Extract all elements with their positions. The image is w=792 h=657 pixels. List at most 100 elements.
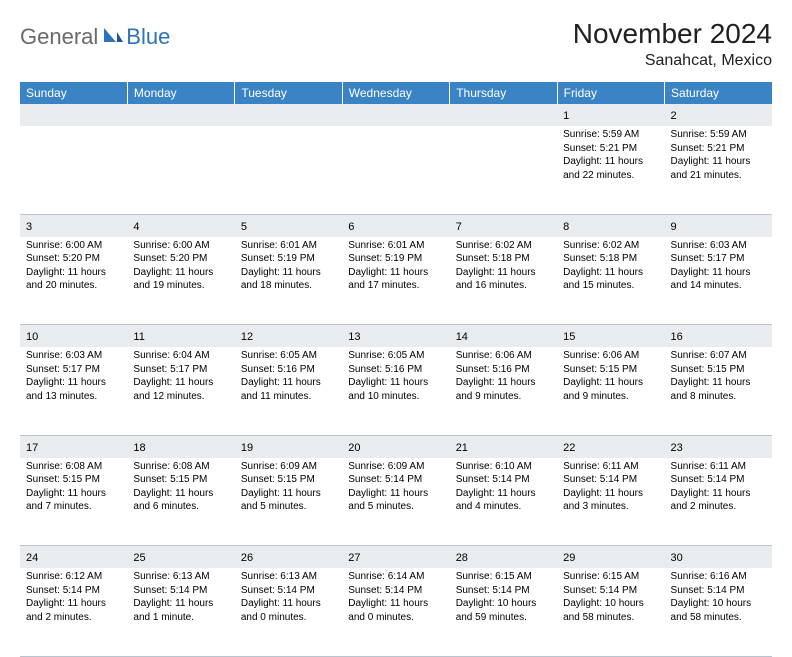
day-cell: Sunrise: 6:05 AMSunset: 5:16 PMDaylight:… [235, 347, 342, 435]
sunrise-text: Sunrise: 6:11 AM [671, 460, 766, 474]
day-cell: Sunrise: 6:06 AMSunset: 5:15 PMDaylight:… [557, 347, 664, 435]
sunset-text: Sunset: 5:18 PM [456, 252, 551, 266]
sunset-text: Sunset: 5:15 PM [26, 473, 121, 487]
day-number: 27 [348, 552, 360, 564]
sunset-text: Sunset: 5:20 PM [26, 252, 121, 266]
sunset-text: Sunset: 5:14 PM [348, 473, 443, 487]
sunrise-text: Sunrise: 6:01 AM [348, 239, 443, 253]
day-number-cell: 25 [127, 546, 234, 569]
day-content: Sunrise: 6:02 AMSunset: 5:18 PMDaylight:… [557, 237, 664, 297]
day-cell: Sunrise: 6:11 AMSunset: 5:14 PMDaylight:… [665, 458, 772, 546]
day-cell: Sunrise: 6:02 AMSunset: 5:18 PMDaylight:… [557, 237, 664, 325]
day-number: 7 [456, 221, 462, 233]
day-content: Sunrise: 6:05 AMSunset: 5:16 PMDaylight:… [235, 347, 342, 407]
day-number-cell: 24 [20, 546, 127, 569]
day-number-cell: 14 [450, 325, 557, 348]
day-number: 30 [671, 552, 683, 564]
day-content: Sunrise: 6:11 AMSunset: 5:14 PMDaylight:… [665, 458, 772, 518]
day-content: Sunrise: 6:01 AMSunset: 5:19 PMDaylight:… [342, 237, 449, 297]
sunset-text: Sunset: 5:16 PM [348, 363, 443, 377]
daylight-text: Daylight: 11 hours and 12 minutes. [133, 376, 228, 403]
sunset-text: Sunset: 5:16 PM [456, 363, 551, 377]
day-cell: Sunrise: 5:59 AMSunset: 5:21 PMDaylight:… [665, 126, 772, 214]
sunset-text: Sunset: 5:16 PM [241, 363, 336, 377]
day-content: Sunrise: 6:06 AMSunset: 5:15 PMDaylight:… [557, 347, 664, 407]
day-number-cell [20, 104, 127, 126]
day-cell [20, 126, 127, 214]
sunrise-text: Sunrise: 6:12 AM [26, 570, 121, 584]
sunrise-text: Sunrise: 6:01 AM [241, 239, 336, 253]
day-cell: Sunrise: 6:05 AMSunset: 5:16 PMDaylight:… [342, 347, 449, 435]
daylight-text: Daylight: 11 hours and 18 minutes. [241, 266, 336, 293]
sunset-text: Sunset: 5:14 PM [671, 584, 766, 598]
day-number-cell: 1 [557, 104, 664, 126]
day-number-row: 12 [20, 104, 772, 126]
day-number-cell: 9 [665, 214, 772, 237]
day-content: Sunrise: 6:15 AMSunset: 5:14 PMDaylight:… [557, 568, 664, 628]
daylight-text: Daylight: 11 hours and 1 minute. [133, 597, 228, 624]
day-cell: Sunrise: 6:15 AMSunset: 5:14 PMDaylight:… [450, 568, 557, 656]
sunset-text: Sunset: 5:21 PM [671, 142, 766, 156]
day-cell: Sunrise: 6:03 AMSunset: 5:17 PMDaylight:… [665, 237, 772, 325]
day-content: Sunrise: 6:13 AMSunset: 5:14 PMDaylight:… [127, 568, 234, 628]
day-number-cell: 23 [665, 435, 772, 458]
day-number-cell: 4 [127, 214, 234, 237]
day-content: Sunrise: 5:59 AMSunset: 5:21 PMDaylight:… [557, 126, 664, 186]
sunrise-text: Sunrise: 6:13 AM [241, 570, 336, 584]
weekday-header: Sunday [20, 82, 127, 104]
day-content: Sunrise: 6:12 AMSunset: 5:14 PMDaylight:… [20, 568, 127, 628]
daylight-text: Daylight: 11 hours and 7 minutes. [26, 487, 121, 514]
sunset-text: Sunset: 5:14 PM [133, 584, 228, 598]
day-content [235, 126, 342, 132]
day-number-row: 24252627282930 [20, 546, 772, 569]
sunrise-text: Sunrise: 6:16 AM [671, 570, 766, 584]
day-content: Sunrise: 6:13 AMSunset: 5:14 PMDaylight:… [235, 568, 342, 628]
month-title: November 2024 [573, 18, 772, 50]
day-number: 23 [671, 442, 683, 454]
daylight-text: Daylight: 11 hours and 5 minutes. [348, 487, 443, 514]
sunset-text: Sunset: 5:19 PM [241, 252, 336, 266]
daylight-text: Daylight: 11 hours and 11 minutes. [241, 376, 336, 403]
day-number: 2 [671, 110, 677, 122]
day-number-cell: 3 [20, 214, 127, 237]
day-number: 26 [241, 552, 253, 564]
day-content: Sunrise: 6:03 AMSunset: 5:17 PMDaylight:… [665, 237, 772, 297]
day-cell: Sunrise: 6:16 AMSunset: 5:14 PMDaylight:… [665, 568, 772, 656]
day-number-cell [127, 104, 234, 126]
day-cell: Sunrise: 5:59 AMSunset: 5:21 PMDaylight:… [557, 126, 664, 214]
sunrise-text: Sunrise: 6:14 AM [348, 570, 443, 584]
day-cell: Sunrise: 6:09 AMSunset: 5:15 PMDaylight:… [235, 458, 342, 546]
day-number: 1 [563, 110, 569, 122]
sunset-text: Sunset: 5:14 PM [671, 473, 766, 487]
daylight-text: Daylight: 11 hours and 8 minutes. [671, 376, 766, 403]
header: General Blue November 2024 Sanahcat, Mex… [20, 18, 772, 70]
weekday-header: Saturday [665, 82, 772, 104]
day-cell: Sunrise: 6:10 AMSunset: 5:14 PMDaylight:… [450, 458, 557, 546]
sunrise-text: Sunrise: 6:08 AM [133, 460, 228, 474]
day-content: Sunrise: 6:08 AMSunset: 5:15 PMDaylight:… [127, 458, 234, 518]
day-number-cell: 21 [450, 435, 557, 458]
daylight-text: Daylight: 11 hours and 6 minutes. [133, 487, 228, 514]
sunset-text: Sunset: 5:14 PM [348, 584, 443, 598]
day-content: Sunrise: 6:16 AMSunset: 5:14 PMDaylight:… [665, 568, 772, 628]
day-number-row: 17181920212223 [20, 435, 772, 458]
day-number-cell: 17 [20, 435, 127, 458]
day-number: 19 [241, 442, 253, 454]
calendar-table: Sunday Monday Tuesday Wednesday Thursday… [20, 82, 772, 657]
day-number: 24 [26, 552, 38, 564]
day-number-cell: 26 [235, 546, 342, 569]
sunset-text: Sunset: 5:14 PM [241, 584, 336, 598]
day-number: 20 [348, 442, 360, 454]
day-cell: Sunrise: 6:00 AMSunset: 5:20 PMDaylight:… [20, 237, 127, 325]
day-cell [235, 126, 342, 214]
daylight-text: Daylight: 11 hours and 10 minutes. [348, 376, 443, 403]
day-number-cell [342, 104, 449, 126]
daylight-text: Daylight: 11 hours and 2 minutes. [671, 487, 766, 514]
daylight-text: Daylight: 11 hours and 0 minutes. [348, 597, 443, 624]
logo-sail-icon [102, 26, 124, 49]
day-number: 22 [563, 442, 575, 454]
sunset-text: Sunset: 5:18 PM [563, 252, 658, 266]
day-content: Sunrise: 6:06 AMSunset: 5:16 PMDaylight:… [450, 347, 557, 407]
day-cell: Sunrise: 6:08 AMSunset: 5:15 PMDaylight:… [127, 458, 234, 546]
day-content: Sunrise: 6:03 AMSunset: 5:17 PMDaylight:… [20, 347, 127, 407]
